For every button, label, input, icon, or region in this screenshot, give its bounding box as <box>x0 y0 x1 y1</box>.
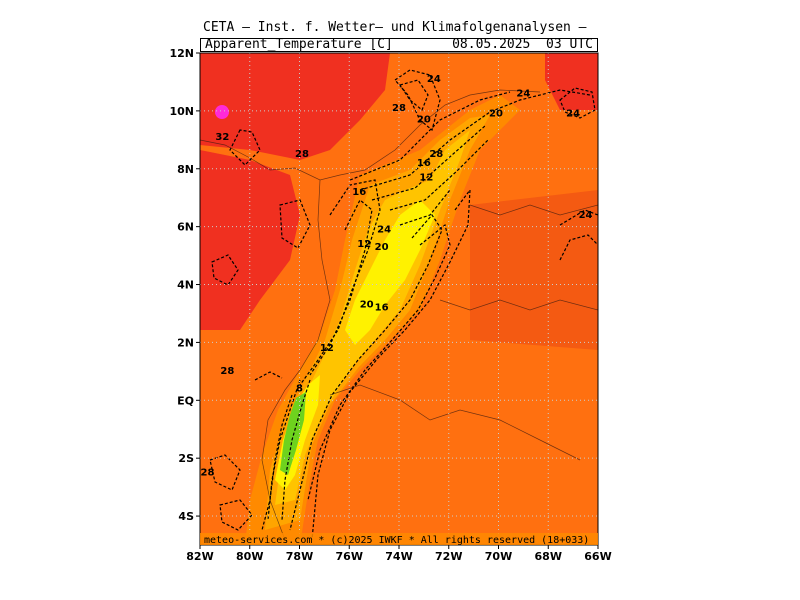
contour-label: 16 <box>417 158 431 169</box>
contour-label: 28 <box>220 366 234 377</box>
contour-label: 16 <box>375 303 389 314</box>
valid-time: 08.05.2025 03 UTC <box>452 37 593 52</box>
map-title: CETA — Inst. f. Wetter— und Klimafolgena… <box>203 20 587 35</box>
contour-line <box>394 69 441 132</box>
andes-cold-core <box>345 200 435 345</box>
contour-line <box>281 379 311 521</box>
contour-line <box>559 234 598 261</box>
contour-label: 20 <box>489 109 503 120</box>
lon-tick-label: 74W <box>385 550 412 563</box>
contour-label: 28 <box>201 468 215 479</box>
lat-tick-label: 2N <box>177 336 194 349</box>
contour-label: 20 <box>417 114 431 125</box>
coastline <box>329 384 581 461</box>
lat-tick-label: 8N <box>177 163 194 176</box>
coastlines <box>200 89 598 541</box>
variable-label: Apparent_Temperature [C] <box>205 37 393 52</box>
contour-line <box>254 371 283 381</box>
map-subheader: Apparent_Temperature [C] 08.05.2025 03 U… <box>200 37 598 52</box>
contour-label: 20 <box>375 242 389 253</box>
contour-label: 24 <box>579 210 593 221</box>
contour-label: 20 <box>360 300 374 311</box>
contour-line <box>371 124 487 201</box>
credit-text: meteo-services.com * (c)2025 IWKF * All … <box>204 535 589 546</box>
lat-tick-label: 6N <box>177 221 194 234</box>
hot-spot <box>215 105 229 119</box>
contour-label: 12 <box>320 343 334 354</box>
contour-line <box>399 189 451 226</box>
contour-label: 24 <box>516 88 530 99</box>
lat-tick-label: 10N <box>169 105 194 118</box>
contour-label: 28 <box>295 149 309 160</box>
contour-label: 12 <box>357 239 371 250</box>
contour-line <box>211 254 239 286</box>
contour-line <box>359 89 591 191</box>
lon-tick-label: 76W <box>336 550 363 563</box>
lon-tick-label: 80W <box>236 550 263 563</box>
andes-coldest-core <box>280 392 306 475</box>
contour-label: 24 <box>566 109 580 120</box>
coastline <box>469 204 598 216</box>
contour-label: 24 <box>427 74 441 85</box>
coastline <box>200 89 541 181</box>
contour-lines <box>209 69 598 541</box>
lat-tick-label: 4S <box>178 510 194 523</box>
lat-tick-label: EQ <box>177 394 194 407</box>
contour-line <box>289 214 443 531</box>
lat-tick-label: 12N <box>169 47 194 60</box>
contour-label: 28 <box>392 103 406 114</box>
contour-line <box>309 199 373 376</box>
contour-line <box>307 223 451 501</box>
contour-line <box>349 91 511 181</box>
contour-line <box>219 499 253 531</box>
lon-tick-label: 70W <box>485 550 512 563</box>
contour-line <box>209 454 241 491</box>
contour-label: 16 <box>352 187 366 198</box>
contour-line <box>399 79 429 111</box>
contour-line <box>389 139 489 211</box>
lon-tick-label: 66W <box>584 550 611 563</box>
coastline <box>439 299 598 311</box>
lon-tick-label: 82W <box>186 550 213 563</box>
lon-tick-label: 68W <box>535 550 562 563</box>
contour-line <box>261 394 293 531</box>
warm-region-amazon <box>470 190 598 350</box>
lat-tick-label: 4N <box>177 279 194 292</box>
coastline <box>261 179 331 541</box>
contour-line <box>279 199 311 249</box>
axis-ticks: 82W 80W 78W 76W 74W 72W 70W 68W 66W 12N 10N 8N 6N 4N 2… <box>169 47 611 563</box>
credit-bar <box>200 533 598 545</box>
contour-label: 24 <box>377 224 391 235</box>
warm-region-caribbean <box>200 53 390 160</box>
contour-line <box>229 129 261 166</box>
lat-tick-label: 2S <box>178 452 194 465</box>
warm-region-east <box>545 53 598 110</box>
contour-label: 32 <box>215 132 229 143</box>
lon-tick-label: 78W <box>286 550 313 563</box>
contour-label: 8 <box>296 384 303 395</box>
contour-label: 28 <box>429 149 443 160</box>
contour-label: 12 <box>419 172 433 183</box>
lon-tick-label: 72W <box>435 550 462 563</box>
